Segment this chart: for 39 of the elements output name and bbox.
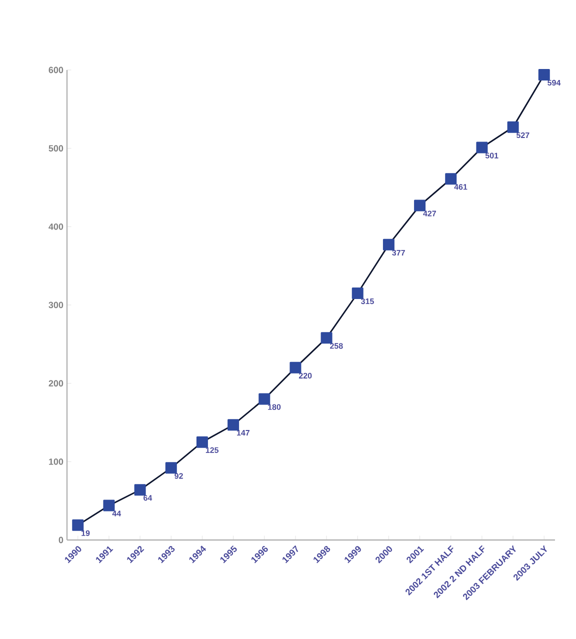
data-label: 315 bbox=[361, 298, 374, 304]
point bbox=[445, 173, 457, 185]
point bbox=[134, 484, 146, 496]
data-label: 258 bbox=[330, 343, 343, 349]
point bbox=[165, 462, 177, 474]
point bbox=[196, 436, 208, 448]
point bbox=[228, 419, 240, 431]
data-label: 125 bbox=[206, 447, 219, 453]
point bbox=[320, 332, 332, 344]
y-tick-label: 100 bbox=[49, 458, 64, 465]
point bbox=[103, 500, 115, 512]
point bbox=[476, 142, 488, 154]
data-label: 461 bbox=[454, 184, 468, 190]
data-label: 527 bbox=[516, 132, 530, 138]
data-label: 377 bbox=[392, 250, 405, 256]
point bbox=[352, 287, 364, 299]
point bbox=[414, 200, 426, 212]
data-label: 147 bbox=[236, 430, 250, 436]
data-label: 427 bbox=[423, 210, 436, 216]
data-label: 220 bbox=[298, 372, 312, 379]
point bbox=[72, 519, 84, 531]
point bbox=[382, 238, 394, 250]
point bbox=[507, 121, 519, 133]
data-label: 501 bbox=[485, 152, 498, 158]
point bbox=[538, 68, 550, 80]
data-label: 180 bbox=[268, 404, 281, 410]
y-tick-label: 300 bbox=[48, 302, 64, 308]
point bbox=[258, 393, 270, 405]
data-label: 594 bbox=[548, 80, 561, 86]
point bbox=[290, 362, 302, 374]
y-tick-label: 600 bbox=[48, 66, 64, 74]
data-label: 19 bbox=[82, 530, 90, 536]
data-label: 64 bbox=[144, 495, 152, 501]
y-tick-label: 200 bbox=[48, 380, 64, 387]
y-tick-label: 0 bbox=[58, 536, 64, 544]
y-tick-label: 400 bbox=[48, 223, 64, 230]
data-label: 44 bbox=[112, 510, 122, 516]
y-tick-label: 500 bbox=[48, 145, 64, 152]
data-label: 92 bbox=[174, 473, 183, 479]
